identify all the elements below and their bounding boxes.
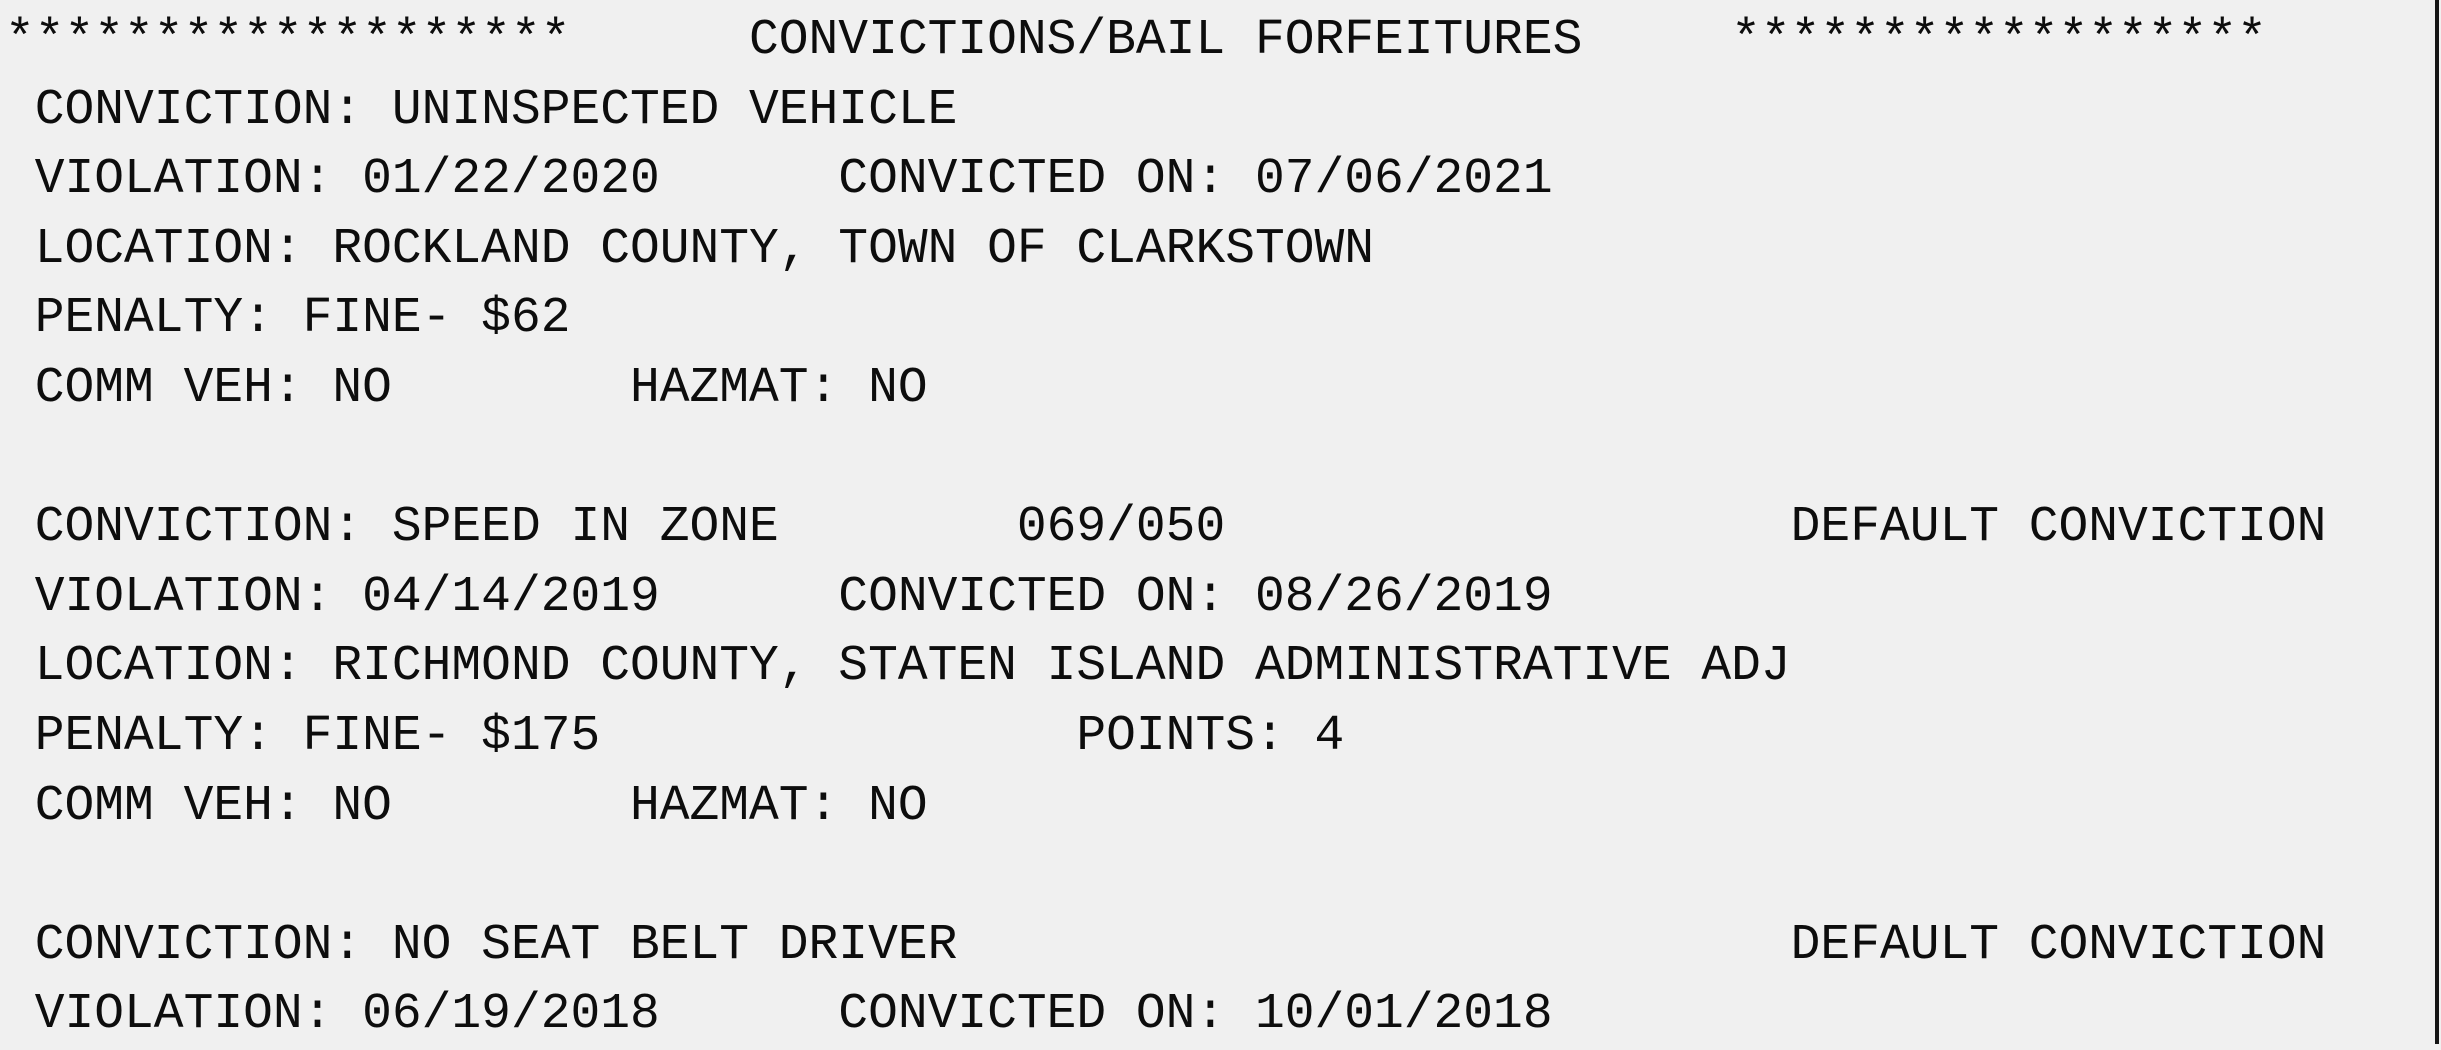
page-right-border xyxy=(2435,0,2439,1044)
conviction1-location-line: LOCATION: ROCKLAND COUNTY, TOWN OF CLARK… xyxy=(5,220,1375,277)
convictions-report: ******************* CONVICTIONS/BAIL FOR… xyxy=(5,6,2326,1050)
conviction-record-2: CONVICTION: SPEED IN ZONE 069/050 DEFAUL… xyxy=(5,493,2327,841)
conviction3-name-line: CONVICTION: NO SEAT BELT DRIVER DEFAULT … xyxy=(5,916,2327,973)
conviction1-dates-line: VIOLATION: 01/22/2020 CONVICTED ON: 07/0… xyxy=(5,151,1553,208)
conviction2-location-line: LOCATION: RICHMOND COUNTY, STATEN ISLAND… xyxy=(5,638,1791,695)
report-header-line: ******************* CONVICTIONS/BAIL FOR… xyxy=(5,12,2267,68)
conviction2-dates-line: VIOLATION: 04/14/2019 CONVICTED ON: 08/2… xyxy=(5,568,1553,625)
conviction-record-1: CONVICTION: UNINSPECTED VEHICLE VIOLATIO… xyxy=(5,76,2326,424)
conviction1-name-line: CONVICTION: UNINSPECTED VEHICLE xyxy=(5,81,958,138)
conviction2-flags-line: COMM VEH: NO HAZMAT: NO xyxy=(5,777,928,834)
conviction-record-3: CONVICTION: NO SEAT BELT DRIVER DEFAULT … xyxy=(5,911,2327,1050)
conviction2-name-line: CONVICTION: SPEED IN ZONE 069/050 DEFAUL… xyxy=(5,499,2327,556)
conviction3-dates-line: VIOLATION: 06/19/2018 CONVICTED ON: 10/0… xyxy=(5,986,1553,1043)
blank-line xyxy=(5,424,2326,494)
conviction1-flags-line: COMM VEH: NO HAZMAT: NO xyxy=(5,359,928,416)
conviction1-penalty-line: PENALTY: FINE- $62 xyxy=(5,290,571,347)
conviction2-penalty-line: PENALTY: FINE- $175 POINTS: 4 xyxy=(5,707,1345,764)
blank-line xyxy=(5,841,2326,911)
